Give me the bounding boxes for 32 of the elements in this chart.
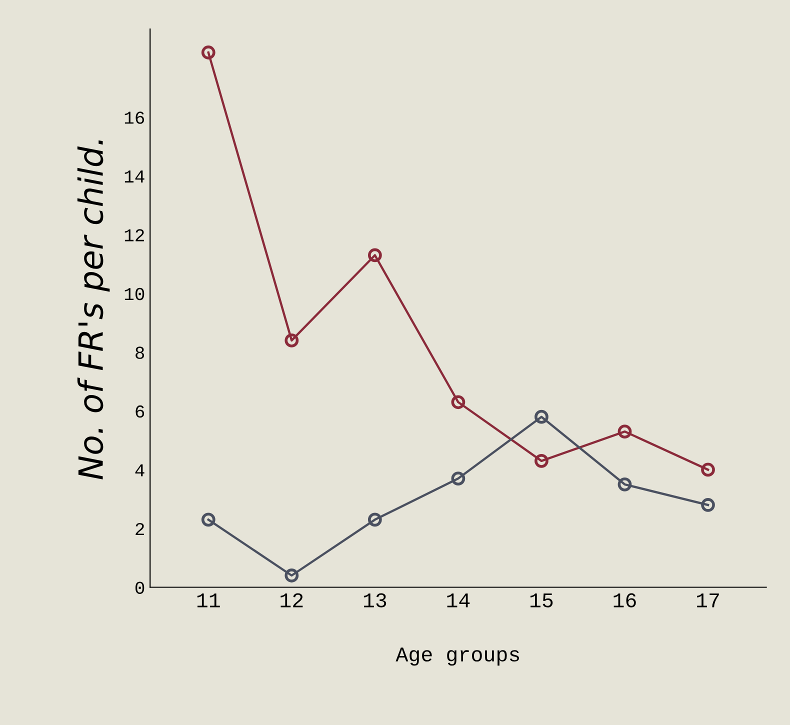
point xyxy=(618,477,632,492)
x-tick-label: 16 xyxy=(614,593,636,608)
y-tick-label: 6 xyxy=(136,405,144,418)
point xyxy=(618,424,632,438)
point xyxy=(451,395,466,410)
x-axis-title: Age groups xyxy=(396,648,519,666)
x-tick-label: 12 xyxy=(280,593,303,608)
point xyxy=(368,512,382,527)
x-tick-label: 15 xyxy=(530,593,553,608)
x-tick-label: 14 xyxy=(447,593,470,608)
y-axis-title: No. of FR's per child. xyxy=(77,140,110,480)
point xyxy=(284,568,299,582)
point xyxy=(201,46,216,60)
y-tick-label: 0 xyxy=(135,582,144,594)
x-tick-label: 17 xyxy=(697,593,719,608)
point xyxy=(701,462,715,477)
point xyxy=(284,334,299,348)
point xyxy=(534,454,548,468)
point xyxy=(451,472,466,486)
y-tick-label: 12 xyxy=(124,229,144,242)
y-tick-label: 2 xyxy=(136,522,144,536)
point xyxy=(701,498,715,512)
point xyxy=(368,248,382,262)
point xyxy=(534,410,548,424)
y-tick-label: 16 xyxy=(124,112,144,124)
point xyxy=(201,512,216,527)
y-tick-label: 14 xyxy=(124,170,144,182)
y-tick-label: 8 xyxy=(136,346,144,359)
y-tick-label: 4 xyxy=(135,464,144,476)
y-tick-label: 10 xyxy=(124,288,144,300)
x-tick-label: 13 xyxy=(364,593,386,608)
x-tick-label: 11 xyxy=(197,593,220,608)
